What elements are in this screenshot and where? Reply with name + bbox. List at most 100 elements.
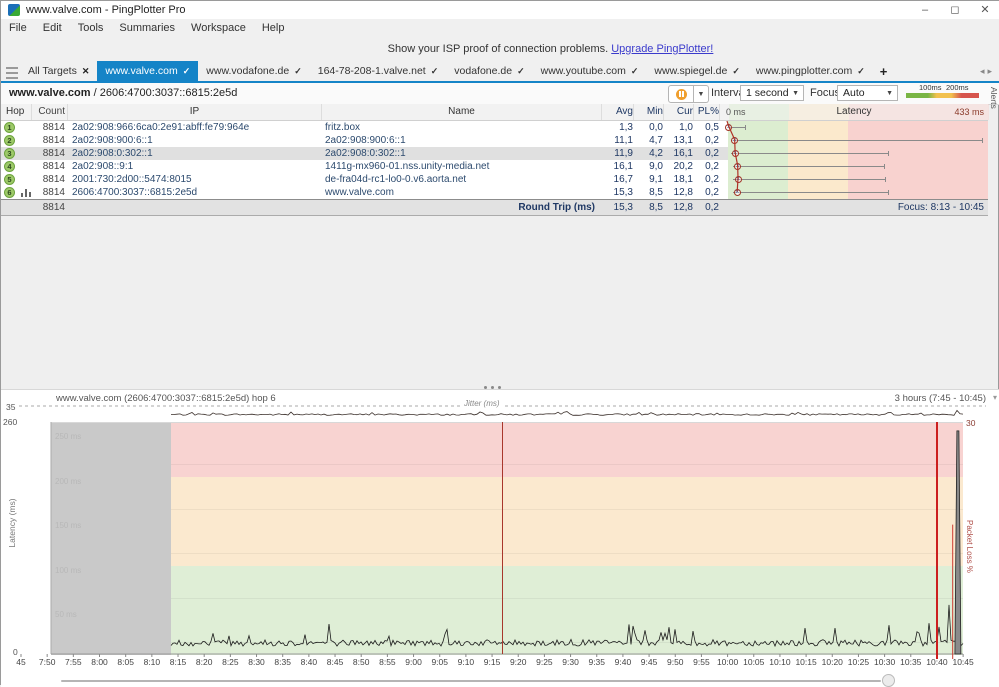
tab-www.pingplotter.com[interactable]: www.pingplotter.com✓ bbox=[748, 61, 873, 81]
tab-www.vodafone.de[interactable]: www.vodafone.de✓ bbox=[198, 61, 309, 81]
header-name[interactable]: Name bbox=[321, 104, 601, 120]
x-tick-label: 10:10 bbox=[769, 657, 790, 667]
check-icon: ✓ bbox=[294, 66, 302, 77]
table-row-hop-4[interactable]: 488142a02:908::9:11411g-mx960-01.nss.uni… bbox=[1, 160, 988, 173]
min-cell: 8,5 bbox=[633, 186, 663, 199]
target-separator: / bbox=[94, 87, 97, 99]
menu-item-workspace[interactable]: Workspace bbox=[183, 19, 254, 37]
pl-cell: 0,2 bbox=[693, 147, 719, 160]
latency-range-whisker bbox=[731, 153, 889, 154]
tab-scroll-right-icon[interactable]: ▸ bbox=[987, 66, 992, 77]
minimize-button[interactable]: – bbox=[910, 1, 940, 19]
hop-number-badge: 2 bbox=[4, 135, 15, 146]
x-tick-label: 8:10 bbox=[144, 657, 161, 667]
table-row-hop-2[interactable]: 288142a02:908:900:6::12a02:908:900:6::11… bbox=[1, 134, 988, 147]
x-tick-label: 10:00 bbox=[717, 657, 738, 667]
check-icon: ✓ bbox=[631, 66, 639, 77]
name-cell: 2a02:908:0:302::1 bbox=[321, 147, 601, 160]
table-row-hop-3[interactable]: 388142a02:908:0:302::12a02:908:0:302::11… bbox=[1, 147, 988, 160]
hop-number-badge: 6 bbox=[4, 187, 15, 198]
tab-vodafone.de[interactable]: vodafone.de✓ bbox=[446, 61, 532, 81]
y-axis-title: Latency (ms) bbox=[7, 488, 17, 558]
pause-dropdown-button[interactable]: ▼ bbox=[694, 85, 709, 103]
pause-button[interactable] bbox=[668, 85, 694, 103]
upgrade-link[interactable]: Upgrade PingPlotter! bbox=[611, 43, 713, 55]
rt-min: 8,5 bbox=[633, 200, 663, 215]
x-tick-label: 8:25 bbox=[222, 657, 239, 667]
target-list-icon[interactable] bbox=[6, 67, 18, 79]
name-cell: 2a02:908:900:6::1 bbox=[321, 134, 601, 147]
cur-cell: 12,8 bbox=[663, 186, 693, 199]
header-cur[interactable]: Cur bbox=[663, 104, 693, 120]
pl-cell: 0,5 bbox=[693, 121, 719, 134]
scrollbar-track[interactable] bbox=[61, 680, 881, 682]
tab-www.spiegel.de[interactable]: www.spiegel.de✓ bbox=[646, 61, 748, 81]
add-target-button[interactable]: + bbox=[873, 61, 895, 81]
target-toolbar: www.valve.com / 2606:4700:3037::6815:2e5… bbox=[1, 83, 999, 105]
tab-www.youtube.com[interactable]: www.youtube.com✓ bbox=[533, 61, 647, 81]
plot-zone-red bbox=[171, 423, 963, 477]
x-tick-label: 9:55 bbox=[693, 657, 710, 667]
focus-range-text: Focus: 8:13 - 10:45 bbox=[898, 200, 984, 215]
avg-cell: 1,3 bbox=[601, 121, 633, 134]
header-avg[interactable]: Avg bbox=[601, 104, 633, 120]
menu-item-tools[interactable]: Tools bbox=[70, 19, 112, 37]
header-count[interactable]: Count bbox=[31, 104, 67, 120]
table-row-hop-1[interactable]: 188142a02:908:966:6ca0:2e91:abff:fe79:96… bbox=[1, 121, 988, 134]
x-tick-label: 45 bbox=[16, 657, 25, 667]
menu-bar: FileEditToolsSummariesWorkspaceHelp bbox=[1, 19, 999, 37]
rt-latency-cell: Focus: 8:13 - 10:45 bbox=[719, 200, 988, 215]
header-min[interactable]: Min bbox=[633, 104, 663, 120]
name-cell: 1411g-mx960-01.nss.unity-media.net bbox=[321, 160, 601, 173]
interval-select[interactable]: 1 second ▼ bbox=[740, 85, 804, 101]
menu-item-edit[interactable]: Edit bbox=[35, 19, 70, 37]
header-pl[interactable]: PL% bbox=[693, 104, 719, 120]
close-button[interactable]: ✕ bbox=[970, 1, 999, 19]
header-ip[interactable]: IP bbox=[67, 104, 321, 120]
timeline-range-select[interactable]: 3 hours (7:45 - 10:45) bbox=[895, 393, 986, 404]
hop-number-badge: 5 bbox=[4, 174, 15, 185]
x-tick-label: 9:35 bbox=[588, 657, 605, 667]
alerts-panel-tab[interactable]: Alerts bbox=[989, 87, 999, 109]
latency-range-whisker bbox=[731, 140, 983, 141]
x-tick-label: 8:30 bbox=[248, 657, 265, 667]
close-icon[interactable]: ✕ bbox=[82, 66, 90, 77]
target-host: www.valve.com bbox=[9, 87, 91, 99]
hop-cell: 4 bbox=[1, 160, 31, 173]
check-icon: ✓ bbox=[517, 66, 525, 77]
maximize-button[interactable]: ◻ bbox=[940, 1, 970, 19]
tab-164-78-208-1.valve.net[interactable]: 164-78-208-1.valve.net✓ bbox=[310, 61, 447, 81]
check-icon: ✓ bbox=[857, 66, 865, 77]
latency-title: Latency bbox=[720, 104, 988, 120]
ip-cell: 2a02:908:0:302::1 bbox=[67, 147, 321, 160]
header-latency[interactable]: 0 ms Latency 433 ms bbox=[719, 104, 988, 120]
latency-avg-marker bbox=[732, 150, 739, 157]
table-row-hop-5[interactable]: 588142001:730:2d00::5474:8015de-fra04d-r… bbox=[1, 173, 988, 186]
menu-item-summaries[interactable]: Summaries bbox=[111, 19, 183, 37]
hop-cell: 2 bbox=[1, 134, 31, 147]
x-tick-label: 9:25 bbox=[536, 657, 553, 667]
scrollbar-thumb[interactable] bbox=[882, 674, 895, 687]
chevron-down-icon: ▼ bbox=[792, 86, 799, 101]
focus-select[interactable]: Auto ▼ bbox=[837, 85, 898, 101]
menu-item-file[interactable]: File bbox=[1, 19, 35, 37]
x-tick-label: 8:15 bbox=[170, 657, 187, 667]
bar-chart-icon bbox=[21, 189, 31, 197]
interval-value: 1 second bbox=[746, 87, 789, 99]
tab-www.valve.com[interactable]: www.valve.com✓ bbox=[97, 61, 198, 81]
table-row-hop-6[interactable]: 688142606:4700:3037::6815:2e5dwww.valve.… bbox=[1, 186, 988, 199]
pl-cell: 0,2 bbox=[693, 160, 719, 173]
x-tick-label: 9:15 bbox=[484, 657, 501, 667]
count-cell: 8814 bbox=[31, 134, 67, 147]
x-tick-label: 10:05 bbox=[743, 657, 764, 667]
jitter-axis-label: Jitter (ms) bbox=[461, 399, 503, 408]
tab-scroll-left-icon[interactable]: ◂ bbox=[980, 66, 985, 77]
tab-all-targets[interactable]: All Targets ✕ bbox=[20, 61, 97, 81]
header-hop[interactable]: Hop bbox=[1, 104, 31, 120]
rt-cur: 12,8 bbox=[663, 200, 693, 215]
y-axis-min-label: 0 bbox=[13, 647, 18, 657]
latency-plot-area[interactable]: 250 ms 200 ms 150 ms 100 ms 50 ms bbox=[51, 422, 963, 655]
x-tick-label: 8:05 bbox=[117, 657, 134, 667]
x-tick-label: 9:30 bbox=[562, 657, 579, 667]
menu-item-help[interactable]: Help bbox=[254, 19, 293, 37]
